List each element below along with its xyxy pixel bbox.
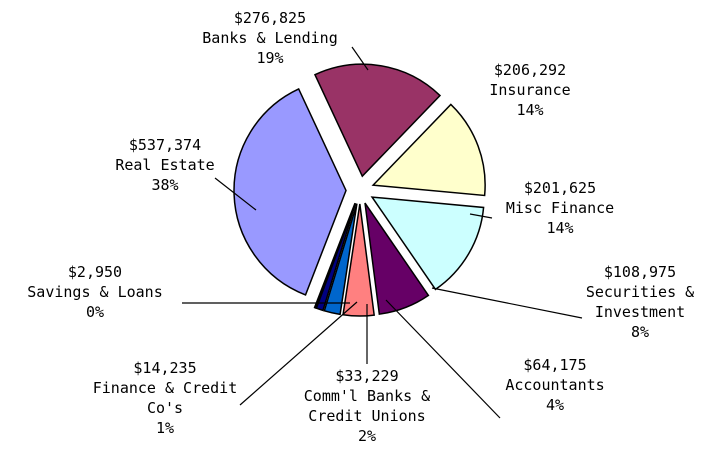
value-label: $64,175 (523, 356, 587, 374)
percent-label: 0% (85, 303, 105, 321)
category-label: Accountants (505, 376, 605, 394)
category-label: Banks & Lending (202, 29, 338, 47)
leader-line (351, 46, 369, 71)
leader-line (239, 301, 358, 406)
percent-label: 8% (630, 323, 650, 341)
pie-slice (313, 63, 442, 178)
slice-label: $14,235 Finance & Credit Co's 1% (55, 358, 275, 438)
slice-label: $2,950 Savings & Loans 0% (0, 262, 205, 322)
leader-line (431, 287, 583, 319)
percent-label: 14% (546, 219, 574, 237)
pie-slice (364, 202, 430, 315)
slice-label: $206,292 Insurance 14% (420, 60, 640, 120)
pie-slice (233, 87, 347, 296)
leader-line (214, 177, 257, 211)
category-label: Insurance (489, 81, 571, 99)
value-label: $108,975 (603, 263, 677, 281)
category-label: Savings & Loans (27, 283, 163, 301)
value-label: $201,625 (523, 179, 597, 197)
percent-label: 2% (357, 427, 377, 445)
category-label: Securities & Investment (585, 283, 695, 321)
leader-line (385, 299, 501, 419)
category-label: Misc Finance (505, 199, 615, 217)
value-label: $537,374 (128, 136, 202, 154)
slice-label: $276,825 Banks & Lending 19% (160, 8, 380, 68)
value-label: $206,292 (493, 61, 567, 79)
percent-label: 14% (516, 101, 544, 119)
percent-label: 1% (155, 419, 175, 437)
slice-label: $201,625 Misc Finance 14% (450, 178, 670, 238)
value-label: $33,229 (335, 367, 399, 385)
percent-label: 4% (545, 396, 565, 414)
category-label: Finance & Credit Co's (92, 379, 238, 417)
value-label: $276,825 (233, 9, 307, 27)
category-label: Real Estate (115, 156, 215, 174)
pie-slice (313, 202, 356, 309)
value-label: $14,235 (133, 359, 197, 377)
pie-slice (370, 196, 485, 291)
pie-slice (371, 103, 486, 197)
percent-label: 38% (151, 176, 179, 194)
slice-label: $64,175 Accountants 4% (445, 355, 665, 415)
slice-label: $33,229 Comm'l Banks & Credit Unions 2% (257, 366, 477, 446)
category-label: Comm'l Banks & Credit Unions (303, 387, 431, 425)
slice-label: $108,975 Securities & Investment 8% (530, 262, 704, 342)
pie-slice (323, 203, 358, 316)
percent-label: 19% (256, 49, 284, 67)
leader-line (469, 213, 493, 219)
value-label: $2,950 (67, 263, 123, 281)
slice-label: $537,374 Real Estate 38% (55, 135, 275, 195)
